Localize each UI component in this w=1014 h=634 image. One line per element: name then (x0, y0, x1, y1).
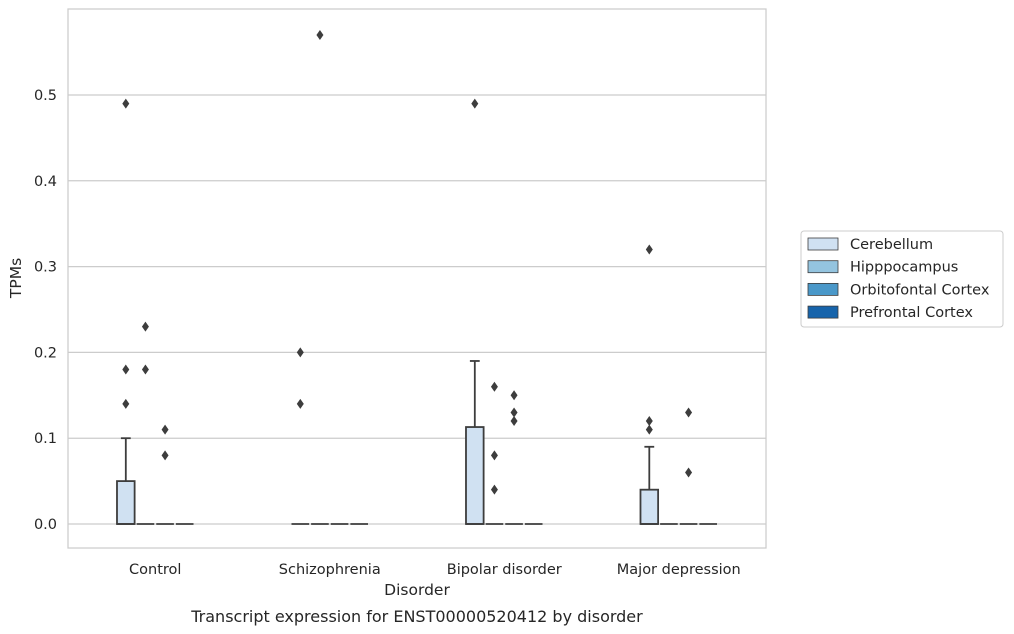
x-tick-label: Bipolar disorder (447, 562, 562, 578)
outlier-point (645, 244, 653, 255)
outlier-point (122, 364, 130, 375)
chart-caption: Transcript expression for ENST0000052041… (190, 607, 643, 626)
outlier-point (316, 29, 324, 40)
y-tick-label: 0.3 (34, 260, 57, 276)
legend-swatch (807, 305, 839, 319)
outlier-point (296, 347, 304, 358)
outlier-point (161, 424, 169, 435)
outlier-point (490, 381, 498, 392)
x-tick-label: Control (129, 562, 181, 578)
y-tick-label: 0.4 (34, 174, 57, 190)
outlier-point (645, 424, 653, 435)
outlier-points (122, 29, 693, 495)
x-tick-label: Major depression (617, 562, 741, 578)
box-cerebellum (639, 488, 660, 525)
legend-frame (800, 230, 1004, 328)
x-axis-label: Disorder (384, 581, 450, 599)
outlier-point (490, 484, 498, 495)
y-tick-labels: 0.0 0.1 0.2 0.3 0.4 0.5 (34, 88, 57, 533)
outlier-point (510, 390, 518, 401)
y-tick-label: 0.0 (34, 517, 57, 533)
outlier-point (141, 321, 149, 332)
outlier-point (685, 467, 693, 478)
legend-label: Prefrontal Cortex (850, 305, 973, 321)
y-axis-label: TPMs (7, 258, 25, 299)
y-tick-label: 0.2 (34, 345, 57, 361)
legend-label: Hipppocampus (850, 260, 958, 276)
y-tick-label: 0.1 (34, 431, 57, 447)
legend-swatch (807, 237, 839, 251)
legend-swatch (807, 282, 839, 296)
y-gridlines (68, 94, 766, 525)
outlier-point (685, 407, 693, 418)
outlier-point (122, 98, 130, 109)
outlier-point (141, 364, 149, 375)
box-cerebellum (465, 426, 485, 525)
outlier-point (296, 398, 304, 409)
legend-label: Cerebellum (850, 237, 933, 253)
y-tick-label: 0.5 (34, 88, 57, 104)
outlier-point (122, 398, 130, 409)
outlier-point (161, 450, 169, 461)
outlier-point (510, 416, 518, 427)
outlier-point (490, 450, 498, 461)
box-plot-boxes (116, 360, 718, 525)
legend-swatch (807, 260, 839, 274)
x-tick-labels: Control Schizophrenia Bipolar disorder Majo… (129, 562, 741, 578)
outlier-point (510, 407, 518, 418)
legend: Cerebellum Hipppocampus Orbitofontal Corte… (800, 230, 1004, 328)
legend-label: Orbitofontal Cortex (850, 282, 990, 298)
x-tick-label: Schizophrenia (279, 562, 381, 578)
outlier-point (471, 98, 479, 109)
outlier-point (645, 416, 653, 427)
plot-area-frame (67, 8, 767, 549)
box-cerebellum (116, 480, 136, 525)
